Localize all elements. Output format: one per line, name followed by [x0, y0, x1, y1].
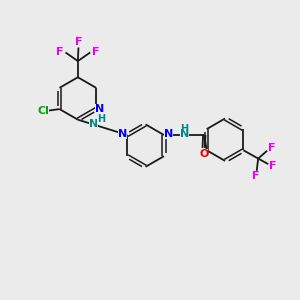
- Text: H: H: [97, 114, 105, 124]
- Text: N: N: [89, 119, 98, 129]
- Text: F: F: [56, 47, 64, 57]
- Text: Cl: Cl: [37, 106, 49, 116]
- Text: F: F: [252, 171, 260, 181]
- Text: O: O: [199, 149, 208, 159]
- Text: N: N: [95, 104, 105, 114]
- Text: F: F: [268, 143, 275, 153]
- Text: N: N: [118, 129, 128, 140]
- Text: H: H: [180, 124, 188, 134]
- Text: N: N: [180, 129, 189, 140]
- Text: N: N: [164, 129, 173, 140]
- Text: F: F: [92, 47, 99, 57]
- Text: F: F: [269, 160, 276, 171]
- Text: F: F: [75, 37, 82, 46]
